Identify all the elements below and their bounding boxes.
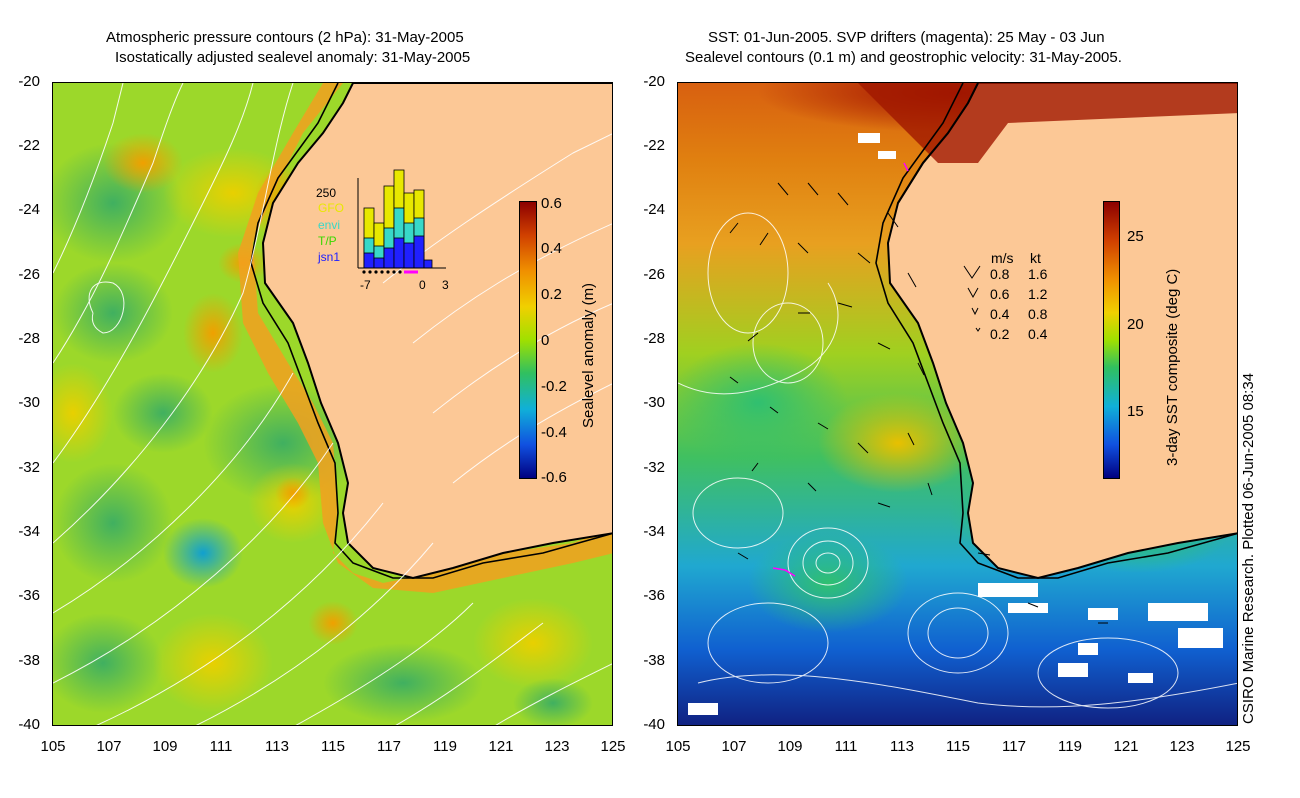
right-ytick: -36 [643,587,665,604]
right-ytick: -24 [643,201,665,218]
velocity-row-1-ms: 0.8 [990,266,1010,282]
velocity-legend-arrows [963,265,981,332]
inset-bars-svg [357,169,446,274]
left-cbar-tick-neg0.6: -0.6 [541,469,567,486]
right-xtick: 111 [834,738,858,755]
velocity-row-4-kt: 0.4 [1028,326,1048,342]
left-ytick: -20 [18,73,40,90]
inset-legend-tp: T/P [318,234,337,248]
right-shelf-break-line [875,83,1237,579]
inset-legend-jsn1: jsn1 [318,250,341,264]
right-xtick: 105 [665,738,691,755]
right-xtick: 109 [777,738,803,755]
left-cbar-tick-0.6: 0.6 [541,195,562,212]
left-cbar-tick-0.2: 0.2 [541,286,562,303]
left-xtick: 109 [152,738,178,755]
right-xtick: 119 [1058,738,1082,755]
right-colorbar-label: 3-day SST composite (deg C) [1164,268,1181,466]
velocity-row-3-ms: 0.4 [990,306,1010,322]
left-ytick: -22 [18,137,40,154]
right-xtick: 115 [946,738,970,755]
left-title-line1: Atmospheric pressure contours (2 hPa): 3… [106,29,464,46]
right-ytick: -28 [643,330,665,347]
left-xtick: 105 [40,738,66,755]
left-anomaly-blobs [53,133,593,725]
right-ytick: -38 [643,652,665,669]
right-cbar-tick-25: 25 [1127,228,1144,245]
right-ytick: -32 [643,459,665,476]
right-xtick: 123 [1169,738,1195,755]
inset-max-label: 250 [316,186,337,200]
right-ytick: -26 [643,266,665,283]
left-inset-chart: 250 GFO envi T/P jsn1 -7 0 3 [316,168,456,293]
right-colorbar [1103,201,1120,479]
left-ytick: -24 [18,201,40,218]
velocity-row-2-ms: 0.6 [990,286,1010,302]
velocity-row-2-kt: 1.2 [1028,286,1048,302]
inset-bars [363,169,433,269]
left-ytick: -38 [18,652,40,669]
inset-xtick-0: 0 [419,278,426,292]
left-ytick: -36 [18,587,40,604]
left-xtick: 119 [433,738,457,755]
inset-xtick-neg7: -7 [360,278,371,292]
left-title-line2: Isostatically adjusted sealevel anomaly:… [115,49,471,66]
velocity-legend: m/s kt 0.8 1.6 0.6 1.2 0.4 0.8 0.2 0.4 [958,248,1058,348]
right-ytick: -40 [643,716,665,733]
right-velocity-arrows [729,182,1108,624]
left-colorbar-label: Sealevel anomaly (m) [580,282,597,428]
right-cloud-mask [688,133,1223,715]
left-xtick: 111 [209,738,233,755]
velocity-row-4-ms: 0.2 [990,326,1010,342]
credit-text: CSIRO Marine Research. Plotted 06-Jun-20… [1240,372,1257,724]
left-pressure-contours [53,83,612,725]
left-colorbar [519,201,537,479]
inset-legend-envi: envi [318,218,341,232]
left-ytick: -40 [18,716,40,733]
right-title-line1: SST: 01-Jun-2005. SVP drifters (magenta)… [708,29,1105,46]
left-cbar-tick-neg0.2: -0.2 [541,378,567,395]
right-ytick: -20 [643,73,665,90]
right-ytick: -22 [643,137,665,154]
left-xtick: 125 [600,738,626,755]
left-xtick: 121 [488,738,514,755]
right-svp-drifter-tracks [772,162,909,577]
inset-legend-gfo: GFO [318,201,344,215]
left-cbar-tick-0.4: 0.4 [541,240,562,257]
right-xtick: 113 [890,738,914,755]
inset-drifter-dots [362,270,402,274]
right-xtick: 125 [1225,738,1251,755]
right-cbar-tick-15: 15 [1127,403,1144,420]
right-xtick: 117 [1002,738,1026,755]
left-ytick: -26 [18,266,40,283]
velocity-legend-header-ms: m/s [991,250,1014,266]
left-xtick: 115 [321,738,345,755]
inset-xtick-3: 3 [442,278,449,292]
right-map-panel [677,82,1238,726]
left-cbar-tick-0: 0 [541,332,550,349]
right-xtick: 107 [721,738,747,755]
left-ytick: -28 [18,330,40,347]
left-ytick: -30 [18,394,40,411]
left-cbar-tick-neg0.4: -0.4 [541,424,567,441]
left-ytick: -32 [18,459,40,476]
left-ytick: -34 [18,523,40,540]
right-ytick: -30 [643,394,665,411]
velocity-row-3-kt: 0.8 [1028,306,1048,322]
left-xtick: 107 [96,738,122,755]
velocity-legend-header-kt: kt [1030,250,1041,266]
velocity-row-1-kt: 1.6 [1028,266,1048,282]
right-sealevel-contours [678,212,1237,709]
left-xtick: 113 [265,738,289,755]
right-cbar-tick-20: 20 [1127,316,1144,333]
left-xtick: 117 [377,738,401,755]
left-xtick: 123 [544,738,570,755]
left-coastal-anomaly-band [238,83,612,593]
right-xtick: 121 [1113,738,1139,755]
right-title-line2: Sealevel contours (0.1 m) and geostrophi… [685,49,1122,66]
right-map-svg [678,83,1237,725]
right-ytick: -34 [643,523,665,540]
